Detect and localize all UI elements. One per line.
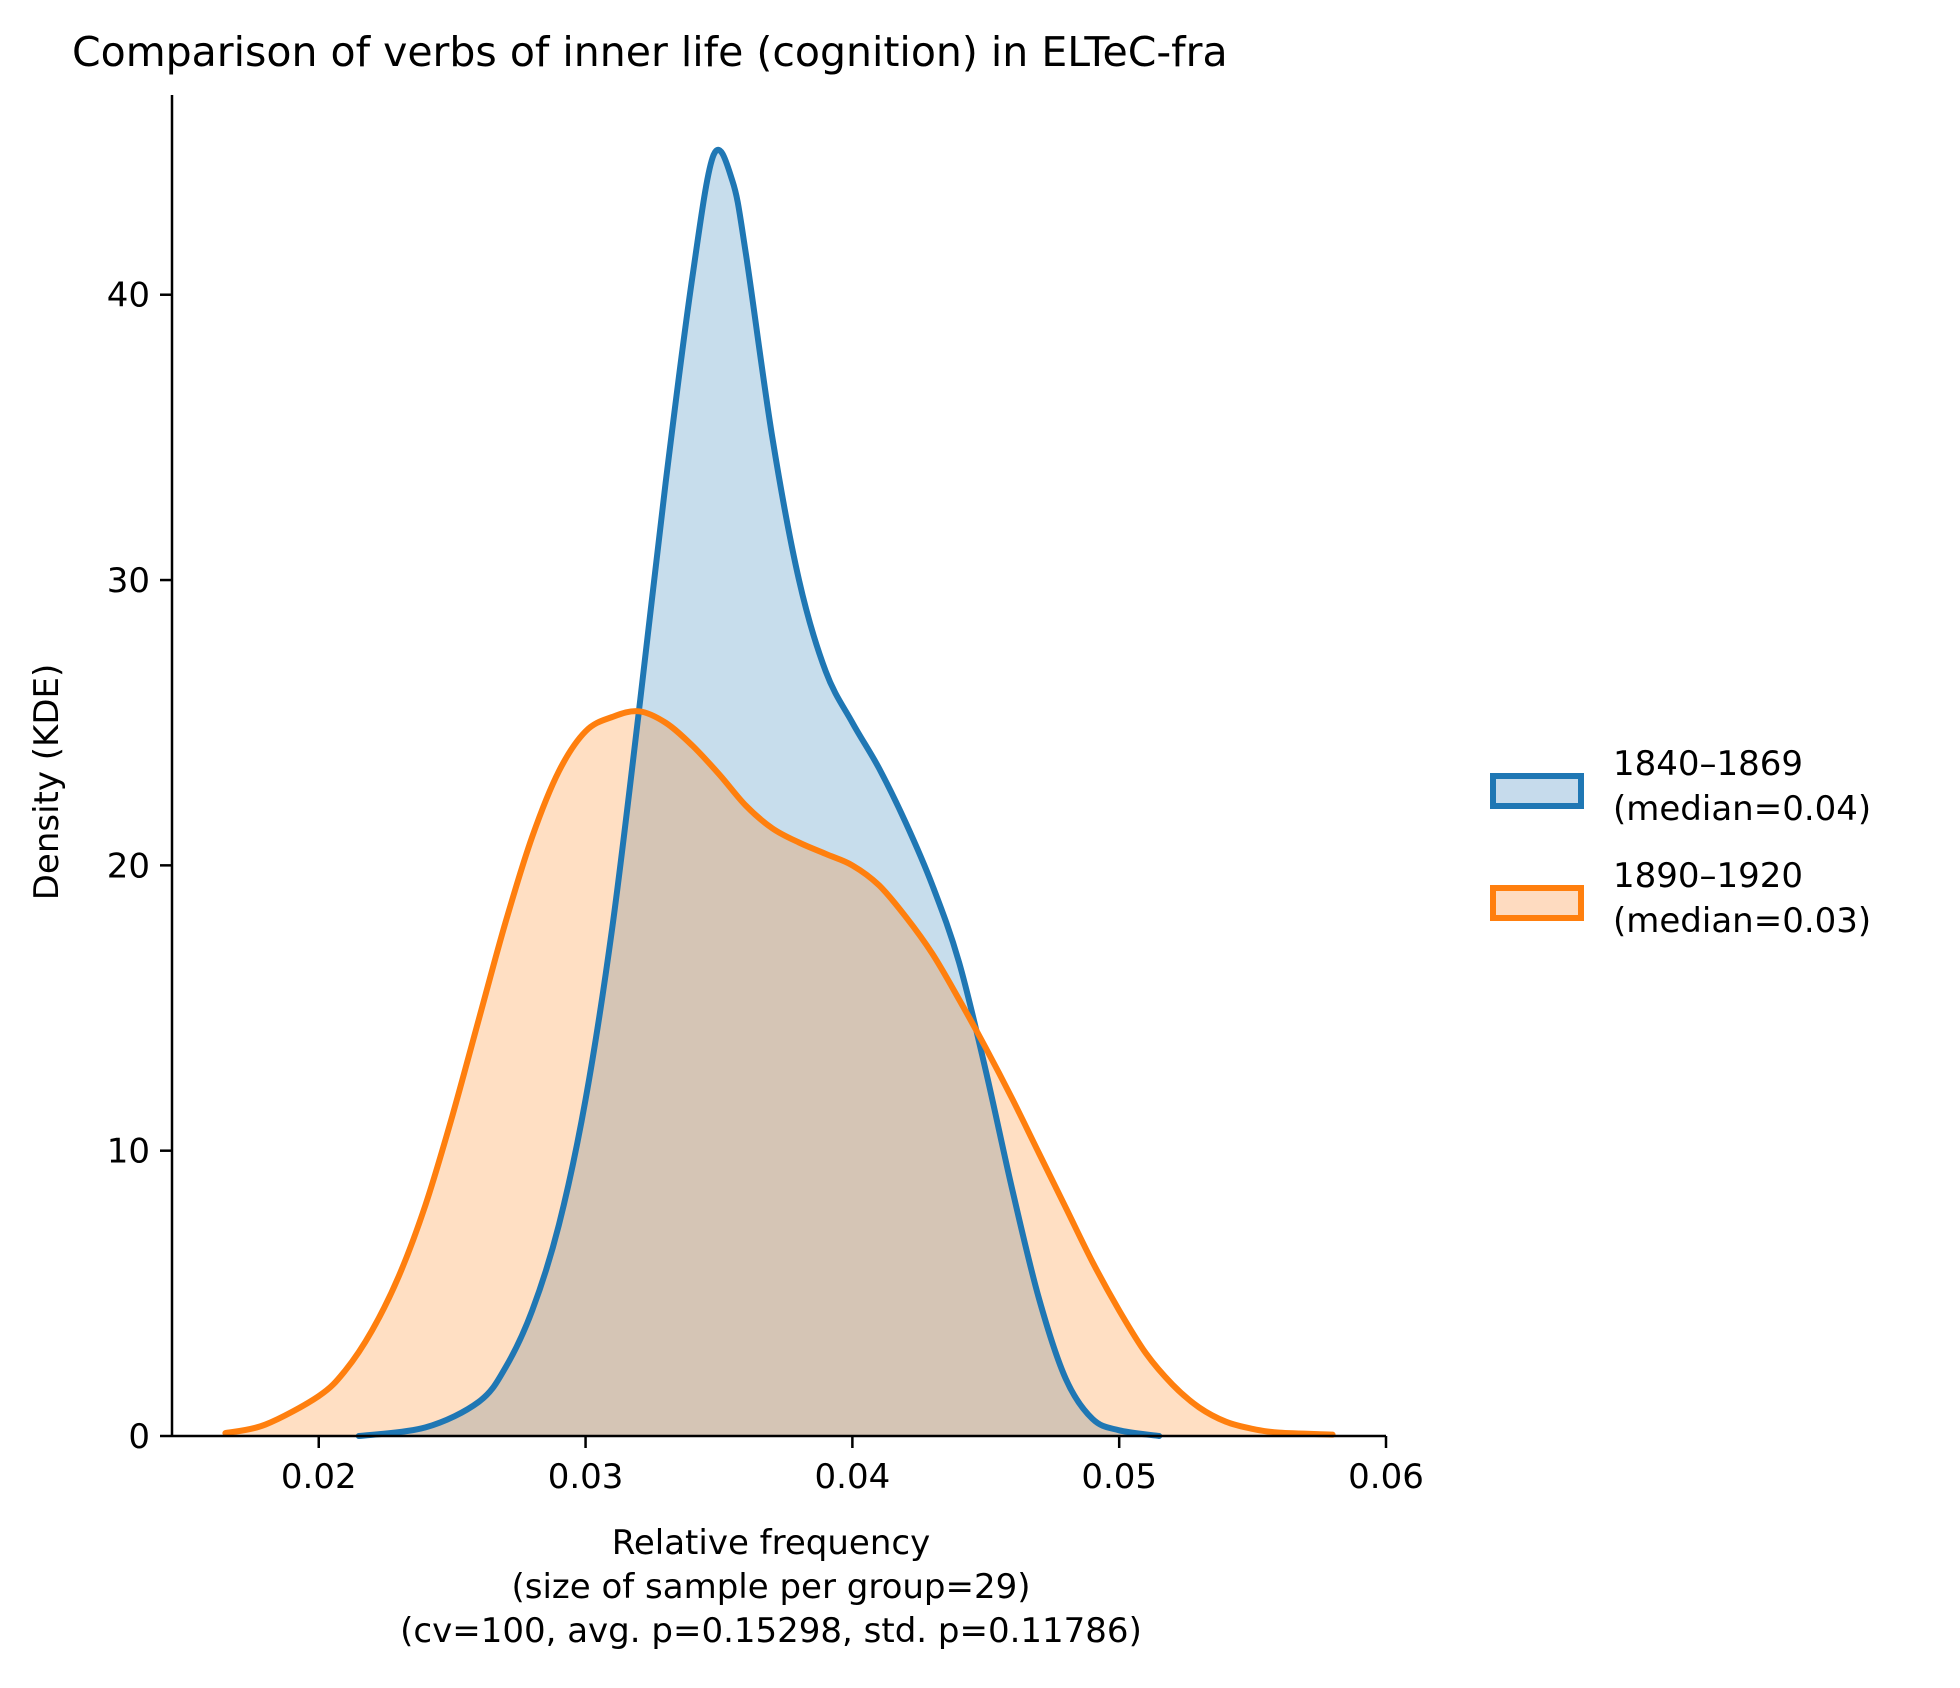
legend-sublabel-1840-1869: (median=0.04) [1613, 789, 1871, 829]
x-axis-label-line-3: (cv=100, avg. p=0.15298, std. p=0.11786) [400, 1611, 1142, 1651]
axes [170, 95, 1386, 1438]
y-tick-label: 20 [107, 846, 150, 886]
y-tick-label: 40 [107, 276, 150, 316]
y-tick-label: 30 [107, 561, 150, 601]
density-lines [222, 146, 1336, 1439]
x-ticks: 0.02 0.03 0.04 0.05 0.06 [281, 1436, 1424, 1497]
legend-swatch-1840-1869 [1490, 773, 1584, 809]
density-areas [225, 149, 1333, 1436]
legend: 1840–1869 (median=0.04) 1890–1920 (media… [1490, 744, 1871, 941]
chart-title: Comparison of verbs of inner life (cogni… [72, 28, 1228, 76]
line-1840-1869 [355, 146, 1163, 1439]
x-tick-label: 0.06 [1348, 1457, 1424, 1497]
y-tick-label: 0 [128, 1417, 150, 1457]
legend-sublabel-1890-1920: (median=0.03) [1613, 901, 1871, 941]
legend-label-1890-1920: 1890–1920 [1613, 856, 1803, 896]
x-tick-label: 0.03 [548, 1457, 624, 1497]
x-axis-label-line-1: Relative frequency [612, 1523, 930, 1563]
y-tick-label: 10 [107, 1132, 150, 1172]
y-ticks: 0 10 20 30 40 [107, 276, 172, 1457]
x-tick-label: 0.05 [1081, 1457, 1157, 1497]
x-tick-label: 0.02 [281, 1457, 357, 1497]
x-tick-label: 0.04 [815, 1457, 891, 1497]
x-axis-label-line-2: (size of sample per group=29) [511, 1567, 1030, 1607]
area-1890-1920 [225, 711, 1333, 1436]
line-1890-1920 [222, 708, 1336, 1438]
y-axis-label: Density (KDE) [27, 664, 67, 901]
legend-label-1840-1869: 1840–1869 [1613, 744, 1803, 784]
area-1840-1869 [358, 149, 1160, 1436]
legend-swatch-1890-1920 [1490, 885, 1584, 921]
